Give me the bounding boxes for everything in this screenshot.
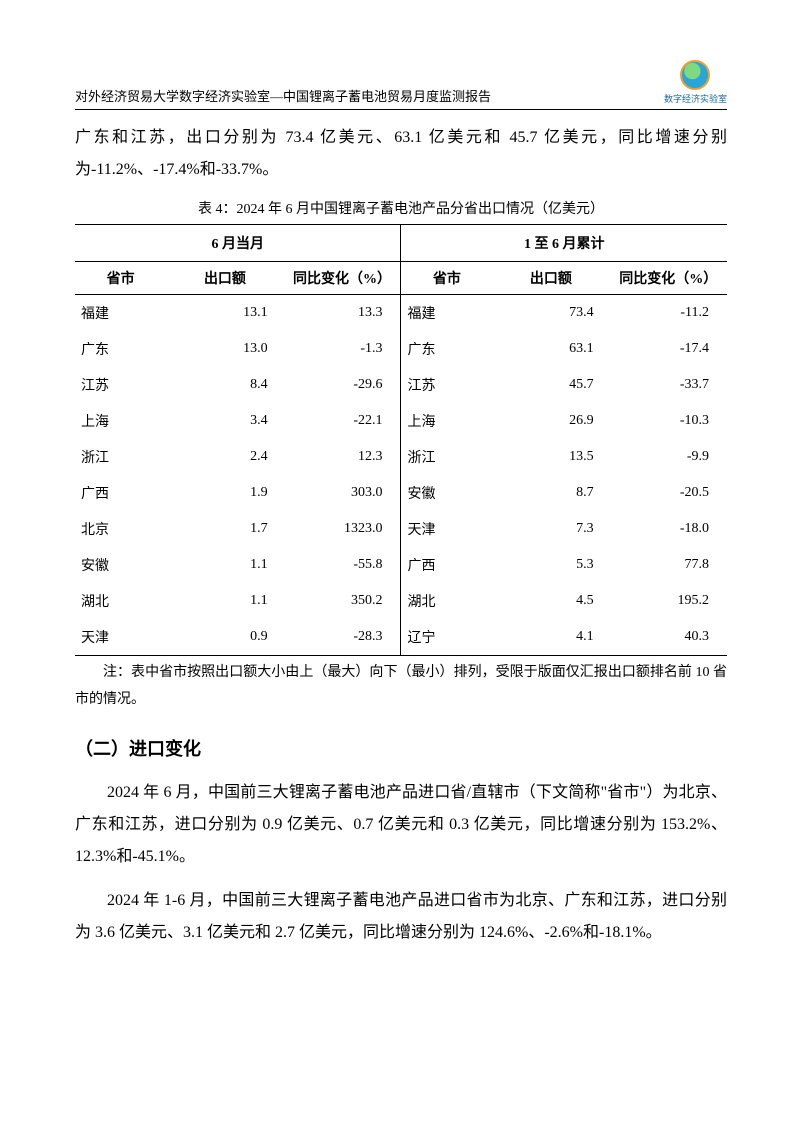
- col-pct-right: 同比变化（%）: [610, 262, 727, 295]
- table-group-header-row: 6 月当月 1 至 6 月累计: [75, 225, 727, 262]
- table-row: 广西1.9303.0安徽8.7-20.5: [75, 475, 727, 511]
- table-cell: 广东: [75, 331, 166, 367]
- table-cell: 浙江: [75, 439, 166, 475]
- table-cell: 广西: [75, 475, 166, 511]
- group-header-right: 1 至 6 月累计: [401, 225, 727, 262]
- table-body: 福建13.113.3福建73.4-11.2广东13.0-1.3广东63.1-17…: [75, 295, 727, 656]
- table-cell: 辽宁: [401, 619, 492, 656]
- table-row: 北京1.71323.0天津7.3-18.0: [75, 511, 727, 547]
- import-para-2: 2024 年 1-6 月，中国前三大锂离子蓄电池产品进口省市为北京、广东和江苏，…: [75, 885, 727, 949]
- table-cell: 湖北: [75, 583, 166, 619]
- table-cell: 4.1: [492, 619, 609, 656]
- table-cell: 安徽: [75, 547, 166, 583]
- table-row: 福建13.113.3福建73.4-11.2: [75, 295, 727, 332]
- table-cell: 0.9: [166, 619, 283, 656]
- table-cell: 1.1: [166, 547, 283, 583]
- table-cell: -10.3: [610, 403, 727, 439]
- table-cell: -11.2: [610, 295, 727, 332]
- table-cell: 77.8: [610, 547, 727, 583]
- table-cell: 303.0: [284, 475, 401, 511]
- table-cell: 63.1: [492, 331, 609, 367]
- table-row: 浙江2.412.3浙江13.5-9.9: [75, 439, 727, 475]
- table-cell: 13.5: [492, 439, 609, 475]
- col-province-right: 省市: [401, 262, 492, 295]
- col-pct-left: 同比变化（%）: [284, 262, 401, 295]
- table-cell: 5.3: [492, 547, 609, 583]
- group-header-left: 6 月当月: [75, 225, 401, 262]
- table-cell: 江苏: [401, 367, 492, 403]
- table-row: 广东13.0-1.3广东63.1-17.4: [75, 331, 727, 367]
- table-cell: 4.5: [492, 583, 609, 619]
- table-cell: 1.9: [166, 475, 283, 511]
- table-cell: 上海: [75, 403, 166, 439]
- table-row: 天津0.9-28.3辽宁4.140.3: [75, 619, 727, 656]
- col-province-left: 省市: [75, 262, 166, 295]
- table-row: 江苏8.4-29.6江苏45.7-33.7: [75, 367, 727, 403]
- table-cell: 上海: [401, 403, 492, 439]
- header-title: 对外经济贸易大学数字经济实验室—中国锂离子蓄电池贸易月度监测报告: [75, 86, 491, 105]
- col-value-right: 出口额: [492, 262, 609, 295]
- table-cell: 12.3: [284, 439, 401, 475]
- table-cell: 7.3: [492, 511, 609, 547]
- table-cell: -18.0: [610, 511, 727, 547]
- table-cell: 浙江: [401, 439, 492, 475]
- table-cell: -20.5: [610, 475, 727, 511]
- table-cell: 8.7: [492, 475, 609, 511]
- table-cell: 73.4: [492, 295, 609, 332]
- table-cell: -55.8: [284, 547, 401, 583]
- table-cell: -17.4: [610, 331, 727, 367]
- globe-icon: [680, 60, 710, 90]
- intro-paragraph: 广东和江苏，出口分别为 73.4 亿美元、63.1 亿美元和 45.7 亿美元，…: [75, 122, 727, 186]
- table-cell: 45.7: [492, 367, 609, 403]
- table-cell: 安徽: [401, 475, 492, 511]
- table-cell: 广西: [401, 547, 492, 583]
- table-cell: 1.7: [166, 511, 283, 547]
- table-column-header-row: 省市 出口额 同比变化（%） 省市 出口额 同比变化（%）: [75, 262, 727, 295]
- table-cell: -28.3: [284, 619, 401, 656]
- table-row: 湖北1.1350.2湖北4.5195.2: [75, 583, 727, 619]
- section-heading-imports: （二）进口变化: [75, 735, 727, 761]
- table-cell: 13.3: [284, 295, 401, 332]
- table-cell: 8.4: [166, 367, 283, 403]
- logo-label: 数字经济实验室: [664, 92, 727, 105]
- table-cell: 13.0: [166, 331, 283, 367]
- table-cell: -9.9: [610, 439, 727, 475]
- table-cell: 江苏: [75, 367, 166, 403]
- table-cell: 1.1: [166, 583, 283, 619]
- table-note: 注：表中省市按照出口额大小由上（最大）向下（最小）排列，受限于版面仅汇报出口额排…: [75, 660, 727, 713]
- table-cell: 天津: [75, 619, 166, 656]
- lab-logo: 数字经济实验室: [664, 60, 727, 105]
- table-cell: 福建: [401, 295, 492, 332]
- table-cell: 福建: [75, 295, 166, 332]
- page-header: 对外经济贸易大学数字经济实验室—中国锂离子蓄电池贸易月度监测报告 数字经济实验室: [75, 60, 727, 110]
- table-cell: -29.6: [284, 367, 401, 403]
- table-caption: 表 4：2024 年 6 月中国锂离子蓄电池产品分省出口情况（亿美元）: [75, 198, 727, 218]
- table-cell: 13.1: [166, 295, 283, 332]
- table-cell: 3.4: [166, 403, 283, 439]
- table-cell: 350.2: [284, 583, 401, 619]
- table-cell: 40.3: [610, 619, 727, 656]
- col-value-left: 出口额: [166, 262, 283, 295]
- table-cell: 2.4: [166, 439, 283, 475]
- table-cell: -33.7: [610, 367, 727, 403]
- table-cell: 1323.0: [284, 511, 401, 547]
- table-row: 安徽1.1-55.8广西5.377.8: [75, 547, 727, 583]
- table-cell: 北京: [75, 511, 166, 547]
- table-cell: 广东: [401, 331, 492, 367]
- table-cell: 湖北: [401, 583, 492, 619]
- table-cell: 195.2: [610, 583, 727, 619]
- table-cell: 天津: [401, 511, 492, 547]
- import-para-1: 2024 年 6 月，中国前三大锂离子蓄电池产品进口省/直辖市（下文简称"省市"…: [75, 777, 727, 873]
- table-cell: 26.9: [492, 403, 609, 439]
- export-by-province-table: 6 月当月 1 至 6 月累计 省市 出口额 同比变化（%） 省市 出口额 同比…: [75, 224, 727, 656]
- table-row: 上海3.4-22.1上海26.9-10.3: [75, 403, 727, 439]
- table-cell: -22.1: [284, 403, 401, 439]
- table-cell: -1.3: [284, 331, 401, 367]
